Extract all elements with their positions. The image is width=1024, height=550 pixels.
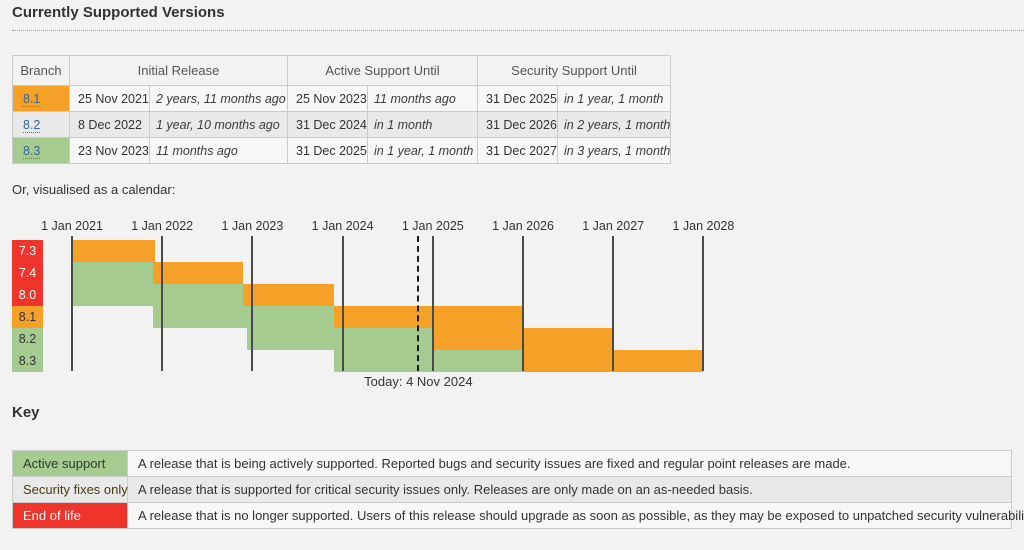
today-label: Today: 4 Nov 2024	[364, 374, 473, 389]
key-title: Key	[12, 404, 40, 421]
version-label: 8.2	[12, 328, 43, 350]
support-segment-security	[72, 240, 155, 262]
version-label: 8.1	[12, 306, 43, 328]
branch-link[interactable]: 8.2	[23, 117, 41, 133]
calendar-intro-text: Or, visualised as a calendar:	[12, 182, 176, 197]
support-segment-security	[243, 284, 334, 306]
year-gridline	[702, 236, 705, 371]
key-description: A release that is supported for critical…	[127, 476, 1012, 503]
initial-release-ago: 1 year, 10 months ago	[149, 111, 288, 138]
year-gridline	[612, 236, 615, 371]
support-segment-active	[333, 350, 523, 372]
year-label: 1 Jan 2022	[131, 219, 194, 233]
support-calendar-chart: 7.3 7.4 8.0 8.1 8.2 8.3 1 Jan 2021 1 Jan 2022 1 …	[0, 215, 1024, 395]
initial-release-date: 25 Nov 2021	[69, 85, 150, 112]
branch-link[interactable]: 8.1	[23, 91, 41, 107]
year-gridline	[161, 236, 164, 371]
support-segment-security	[153, 262, 244, 284]
support-segment-active	[72, 262, 154, 284]
security-support-ago: in 1 year, 1 month	[557, 85, 672, 112]
year-gridline	[431, 236, 434, 371]
initial-release-ago: 2 years, 11 months ago	[149, 85, 288, 112]
year-label: 1 Jan 2025	[401, 219, 464, 233]
security-support-ago: in 2 years, 1 month	[557, 111, 672, 138]
key-description: A release that is being actively support…	[127, 450, 1012, 477]
version-label: 8.3	[12, 350, 43, 372]
year-label: 1 Jan 2024	[311, 219, 374, 233]
header-security-support: Security Support Until	[477, 55, 672, 86]
header-branch: Branch	[12, 55, 70, 86]
branch-cell: 8.3	[12, 137, 70, 164]
key-row: Security fixes only A release that is sup…	[12, 476, 1012, 503]
key-row: End of life A release that is no longer s…	[12, 502, 1024, 529]
today-line	[417, 236, 420, 371]
active-support-ago: 11 months ago	[366, 85, 479, 112]
security-support-date: 31 Dec 2027	[477, 137, 559, 164]
active-support-date: 31 Dec 2024	[287, 111, 368, 138]
version-row: 8.3 23 Nov 2023 11 months ago 31 Dec 2025 in…	[12, 137, 672, 164]
version-row: 8.2 8 Dec 2022 1 year, 10 months ago 31 Dec…	[12, 111, 672, 138]
year-gridline	[522, 236, 524, 371]
year-label: 1 Jan 2026	[492, 219, 554, 233]
security-support-date: 31 Dec 2025	[477, 85, 559, 112]
initial-release-ago: 11 months ago	[149, 137, 288, 164]
header-initial-release: Initial Release	[69, 55, 288, 86]
key-table: Active support A release that is being ac…	[12, 450, 1024, 529]
year-label: 1 Jan 2027	[582, 219, 645, 233]
version-row: 8.1 25 Nov 2021 2 years, 11 months ago 25 N…	[12, 85, 672, 112]
version-label: 8.0	[12, 284, 43, 306]
support-segment-security	[333, 306, 523, 328]
active-support-ago: in 1 year, 1 month	[366, 137, 479, 164]
versions-header-row: Branch Initial Release Active Support Un…	[12, 55, 672, 86]
year-gridline	[341, 236, 344, 371]
header-active-support: Active Support Until	[286, 55, 479, 86]
support-segment-active	[153, 306, 334, 328]
key-row: Active support A release that is being ac…	[12, 450, 1012, 477]
branch-cell: 8.2	[12, 111, 70, 138]
year-label: 1 Jan 2023	[221, 219, 284, 233]
version-label: 7.3	[12, 240, 43, 262]
active-support-ago: in 1 month	[366, 111, 479, 138]
support-segment-active	[72, 284, 244, 306]
security-support-ago: in 3 years, 1 month	[557, 137, 672, 164]
key-label-active: Active support	[12, 450, 128, 477]
active-support-date: 31 Dec 2025	[287, 137, 368, 164]
versions-table: Branch Initial Release Active Support Un…	[12, 55, 672, 164]
version-label: 7.4	[12, 262, 43, 284]
year-gridline	[251, 236, 254, 371]
initial-release-date: 23 Nov 2023	[69, 137, 150, 164]
key-description: A release that is no longer supported. U…	[127, 502, 1024, 529]
branch-cell: 8.1	[12, 85, 70, 112]
year-gridline	[71, 236, 73, 371]
branch-link[interactable]: 8.3	[23, 143, 41, 159]
page-title: Currently Supported Versions	[12, 4, 1024, 31]
key-label-eol: End of life	[12, 502, 128, 529]
support-segment-active	[246, 328, 433, 350]
key-label-security: Security fixes only	[12, 476, 128, 503]
year-label: 1 Jan 2028	[672, 219, 735, 233]
year-label: 1 Jan 2021	[41, 219, 103, 233]
initial-release-date: 8 Dec 2022	[69, 111, 150, 138]
active-support-date: 25 Nov 2023	[287, 85, 368, 112]
security-support-date: 31 Dec 2026	[477, 111, 559, 138]
